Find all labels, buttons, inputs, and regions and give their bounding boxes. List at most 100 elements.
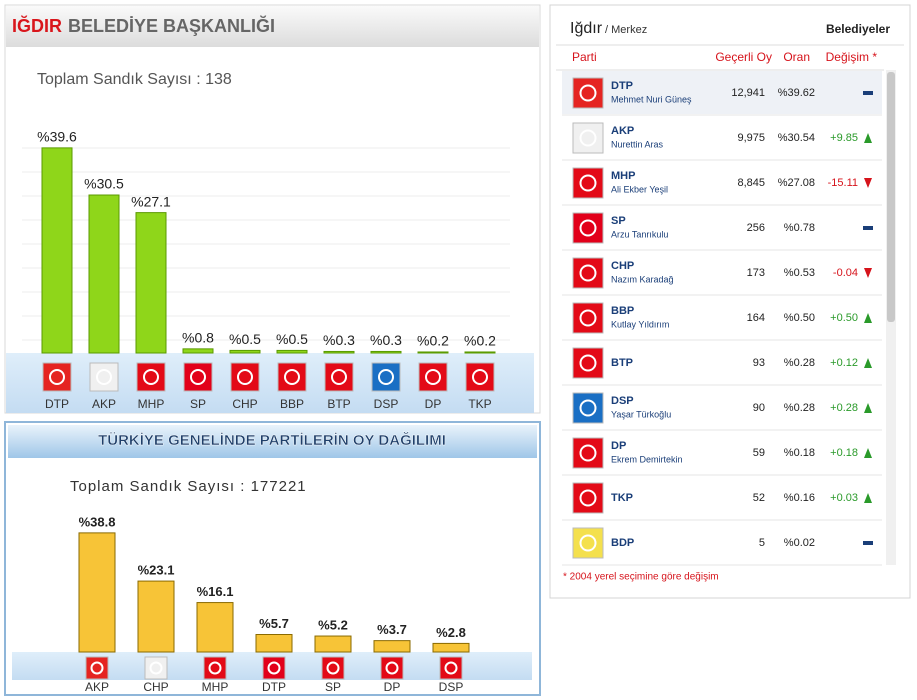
no-change <box>863 541 873 545</box>
party-logo-emblem <box>190 369 206 385</box>
trend-arrow <box>864 313 872 323</box>
change: +0.50 <box>830 312 858 324</box>
party-logo-emblem <box>579 264 597 282</box>
trend-arrow <box>864 133 872 143</box>
bar <box>78 532 116 653</box>
party-logo <box>465 362 495 392</box>
row <box>562 521 882 564</box>
x-tick-label: DTP <box>45 397 69 411</box>
bar <box>314 635 352 653</box>
party-logo-emblem <box>472 369 488 385</box>
votes: 93 <box>753 357 765 369</box>
party-logo <box>572 347 604 379</box>
value-label: %0.5 <box>229 331 261 347</box>
x-tick-label: AKP <box>85 680 109 694</box>
value-label: %0.3 <box>323 332 355 348</box>
party-logo-emblem <box>267 661 281 675</box>
party-logo-emblem <box>579 219 597 237</box>
change: -15.11 <box>828 177 858 189</box>
value-label: %0.2 <box>417 333 449 349</box>
x-tick-label: DSP <box>374 397 399 411</box>
party-logo <box>324 362 354 392</box>
x-tick-label: MHP <box>202 680 229 694</box>
bar <box>276 349 308 354</box>
bar <box>196 602 234 653</box>
candidate-name: Ali Ekber Yeşil <box>611 184 668 194</box>
party-name: DSP <box>611 395 634 407</box>
chart-title: BELEDİYE BAŞKANLIĞI <box>68 15 275 36</box>
party-name: MHP <box>611 170 635 182</box>
votes: 90 <box>753 402 765 414</box>
no-change <box>863 91 873 95</box>
change: +0.12 <box>830 357 858 369</box>
party-logo-emblem <box>378 369 394 385</box>
row <box>562 341 882 384</box>
scroll-thumb[interactable] <box>887 72 895 322</box>
value-label: %2.8 <box>436 625 466 640</box>
party-logo-emblem <box>385 661 399 675</box>
party-logo-emblem <box>579 129 597 147</box>
party-logo <box>144 656 168 680</box>
party-logo <box>572 77 604 109</box>
change: +0.28 <box>830 402 858 414</box>
bar <box>88 194 120 354</box>
share: %0.50 <box>784 312 815 324</box>
row <box>562 206 882 249</box>
party-logo-emblem <box>579 84 597 102</box>
share: %39.62 <box>778 87 815 99</box>
change: -0.04 <box>833 267 858 279</box>
x-tick-label: AKP <box>92 397 116 411</box>
votes: 256 <box>747 222 765 234</box>
column-header: Oran <box>783 50 810 64</box>
party-logo <box>572 302 604 334</box>
x-tick-label: DTP <box>262 680 286 694</box>
candidate-name: Mehmet Nuri Güneş <box>611 94 692 104</box>
party-logo-emblem <box>149 661 163 675</box>
share: %0.18 <box>784 447 815 459</box>
x-tick-label: CHP <box>232 397 257 411</box>
x-tick-label: DSP <box>439 680 464 694</box>
party-logo <box>572 527 604 559</box>
party-logo <box>42 362 72 392</box>
votes: 5 <box>759 537 765 549</box>
value-label: %3.7 <box>377 622 407 637</box>
bar <box>135 212 167 354</box>
value-label: %0.5 <box>276 331 308 347</box>
share: %0.02 <box>784 537 815 549</box>
share: %0.78 <box>784 222 815 234</box>
party-logo-emblem <box>425 369 441 385</box>
value-label: %27.1 <box>131 193 171 209</box>
party-logo <box>262 656 286 680</box>
value-label: %23.1 <box>138 563 175 578</box>
x-tick-label: BBP <box>280 397 304 411</box>
party-logo <box>371 362 401 392</box>
column-header: Geçerli Oy <box>715 50 772 64</box>
share: %0.16 <box>784 492 815 504</box>
value-label: %38.8 <box>79 514 116 529</box>
party-logo <box>418 362 448 392</box>
change: +0.18 <box>830 447 858 459</box>
trend-arrow <box>864 178 872 188</box>
candidate-name: Ekrem Demirtekin <box>611 454 683 464</box>
panel-header <box>6 6 539 47</box>
party-logo <box>439 656 463 680</box>
change: +9.85 <box>830 132 858 144</box>
column-header: Değişim * <box>826 50 878 64</box>
footnote: * 2004 yerel seçimine göre değişim <box>563 572 719 583</box>
party-name: BDP <box>611 537 634 549</box>
party-logo-emblem <box>326 661 340 675</box>
party-logo-emblem <box>579 399 597 417</box>
bar <box>373 640 411 653</box>
party-logo <box>572 257 604 289</box>
chart-subtitle: Toplam Sandık Sayısı : 138 <box>37 71 232 88</box>
party-logo-emblem <box>579 309 597 327</box>
row <box>562 161 882 204</box>
row <box>562 386 882 429</box>
x-tick-label: CHP <box>143 680 168 694</box>
row <box>562 71 882 114</box>
x-tick-label: TKP <box>468 397 491 411</box>
trend-arrow <box>864 493 872 503</box>
party-logo-emblem <box>208 661 222 675</box>
party-logo-emblem <box>579 174 597 192</box>
